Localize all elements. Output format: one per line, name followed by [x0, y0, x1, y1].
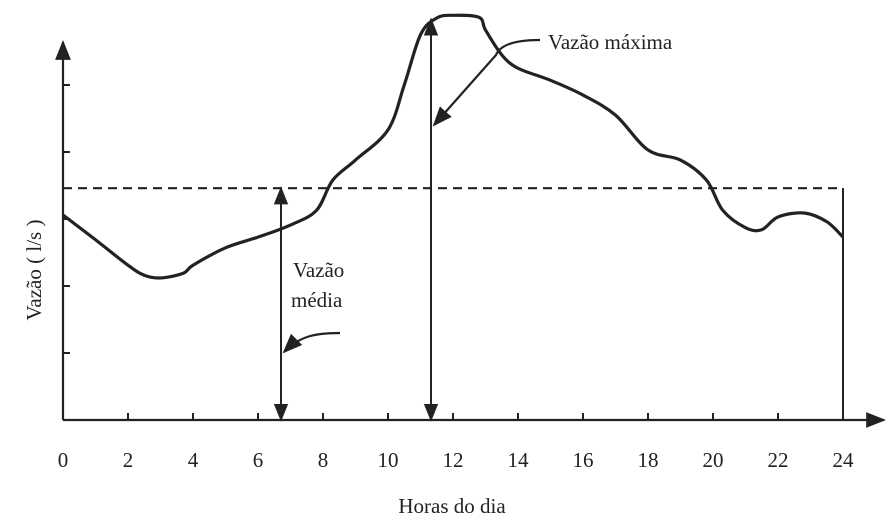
x-tick-label: 14 [508, 448, 530, 472]
mean-pointer [282, 331, 341, 354]
x-tick-label: 16 [573, 448, 594, 472]
x-tick-label: 24 [833, 448, 855, 472]
x-tick-label: 20 [703, 448, 724, 472]
x-tick-label: 2 [123, 448, 134, 472]
max-annotation: Vazão máxima [548, 30, 673, 54]
x-tick-label: 0 [58, 448, 69, 472]
x-tick-label: 10 [378, 448, 399, 472]
flow-curve [62, 13, 845, 280]
x-axis-label: Horas do dia [398, 494, 506, 518]
max-pointer [432, 38, 541, 127]
x-tick-label: 8 [318, 448, 329, 472]
mean-annotation: média [291, 288, 343, 312]
y-axis-label: Vazão ( l/s ) [22, 220, 46, 321]
x-tick-label: 6 [253, 448, 264, 472]
mean-annotation: Vazão [293, 258, 344, 282]
x-tick-label: 4 [188, 448, 199, 472]
x-tick-label: 12 [443, 448, 464, 472]
x-tick-label: 22 [768, 448, 789, 472]
x-tick-label: 18 [638, 448, 659, 472]
